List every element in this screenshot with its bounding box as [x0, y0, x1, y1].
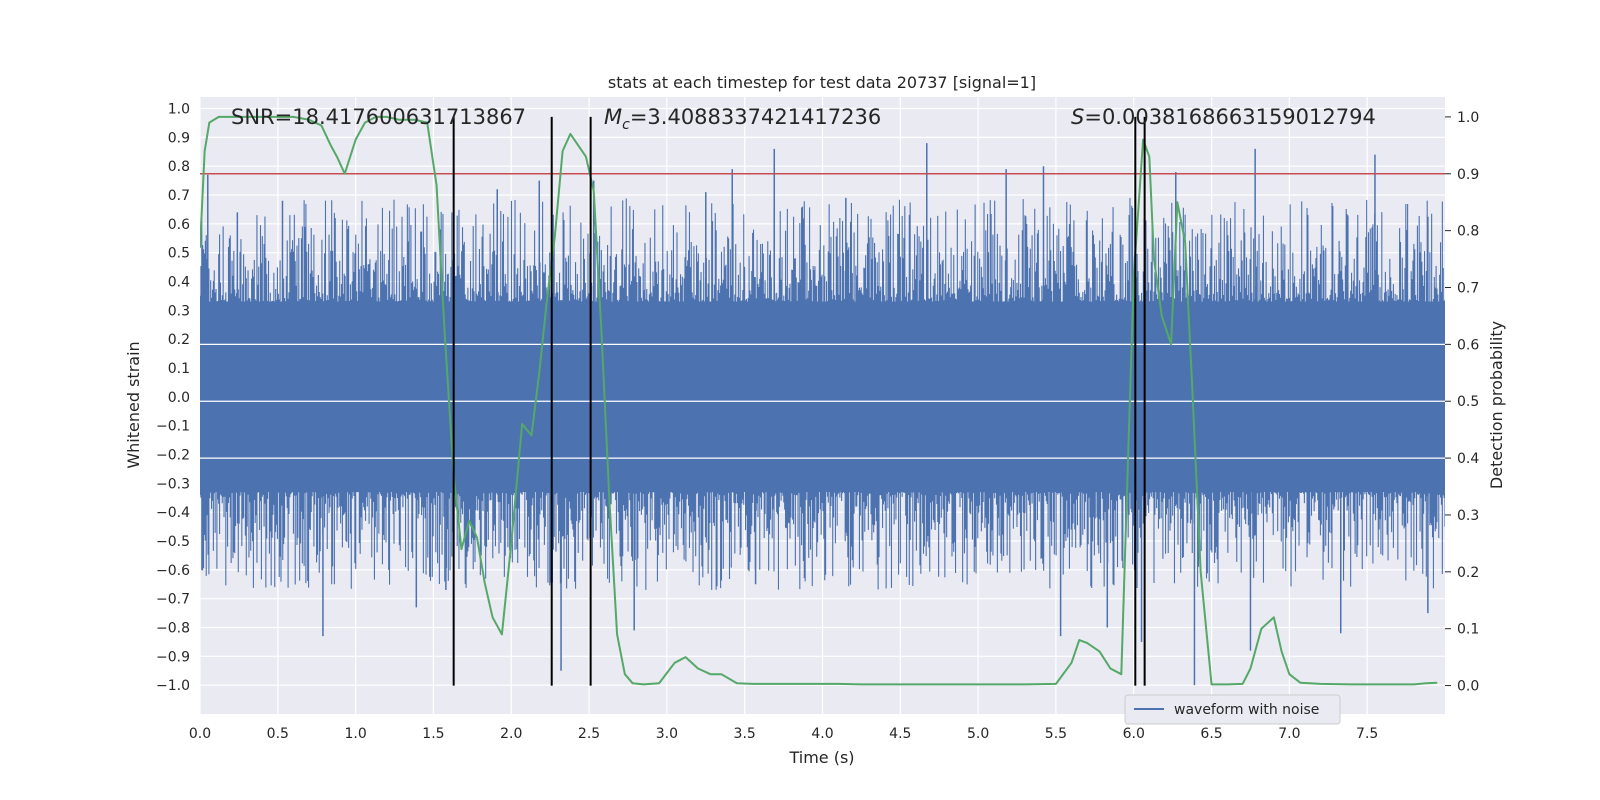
x-tick-label: 2.0 — [500, 726, 522, 742]
y2-tick-label: 0.1 — [1457, 622, 1479, 638]
y-tick-label: −0.8 — [156, 621, 190, 637]
y-tick-label: 0.2 — [168, 332, 190, 348]
mc-subscript: c — [622, 117, 630, 133]
y-tick-label: 0.6 — [168, 217, 190, 233]
y-tick-label: 0.7 — [168, 188, 190, 204]
y-axis-label: Whitened strain — [124, 341, 143, 468]
x-tick-label: 1.5 — [422, 726, 444, 742]
x-tick-label: 4.0 — [811, 726, 833, 742]
legend-box — [1124, 694, 1341, 725]
x-tick-label: 2.5 — [578, 726, 600, 742]
y-tick-label: −0.5 — [156, 534, 190, 550]
x-tick-label: 1.0 — [344, 726, 366, 742]
mc-symbol: M — [604, 105, 622, 129]
y-tick-label: −0.1 — [156, 419, 190, 435]
y2-tick-label: 0.6 — [1457, 337, 1479, 353]
y2-tick-label: 0.3 — [1457, 508, 1479, 524]
y-tick-label: 0.5 — [168, 246, 190, 262]
x-tick-label: 6.5 — [1200, 726, 1222, 742]
waveform-series — [200, 143, 1445, 686]
x-tick-label: 0.5 — [267, 726, 289, 742]
y-tick-label: −0.9 — [156, 649, 190, 665]
x-axis-ticks: 0.0 0.5 1.0 1.5 2.0 2.5 3.0 3.5 4.0 4.5 5.0 5.5 6.0 6… — [189, 726, 1378, 742]
s-value: =0.003816866315901279​4 — [1084, 105, 1376, 129]
x-tick-label: 6.0 — [1123, 726, 1145, 742]
y2-tick-label: 0.2 — [1457, 565, 1479, 581]
y-tick-label: −0.6 — [156, 563, 190, 579]
y2-tick-label: 0.9 — [1457, 167, 1479, 183]
probability-layer — [200, 115, 1438, 686]
y2-axis-ticks: 1.0 0.9 0.8 0.7 0.6 0.5 0.4 0.3 0.2 0.1 0.0 — [1445, 110, 1479, 695]
waveform-core — [200, 301, 1445, 492]
y2-tick-label: 1.0 — [1457, 110, 1479, 126]
snr-annotation: SNR=18.417600631713867 — [231, 105, 526, 129]
mc-annotation: Mc=3.4088337421417236 — [604, 105, 881, 133]
x-tick-label: 0.0 — [189, 726, 211, 742]
x-tick-label: 3.0 — [656, 726, 678, 742]
x-axis-label: Time (s) — [788, 748, 854, 767]
y-tick-label: −0.7 — [156, 592, 190, 608]
y2-tick-label: 0.5 — [1457, 394, 1479, 410]
y-tick-label: −0.3 — [156, 476, 190, 492]
y-axis-ticks: 1.0 0.9 0.8 0.7 0.6 0.5 0.4 0.3 0.2 0.1 0.0 −0.1 −0.… — [156, 102, 190, 695]
x-tick-label: 5.0 — [967, 726, 989, 742]
chart-title: stats at each timestep for test data 207… — [608, 73, 1036, 92]
legend-label: waveform with noise — [1174, 702, 1319, 718]
x-tick-label: 4.5 — [889, 726, 911, 742]
y-tick-label: 0.8 — [168, 159, 190, 175]
s-symbol: S — [1071, 105, 1084, 129]
x-tick-label: 5.5 — [1045, 726, 1067, 742]
y-tick-label: 1.0 — [168, 102, 190, 118]
s-annotation: S=0.003816866315901279​4 — [1071, 105, 1376, 129]
y2-tick-label: 0.8 — [1457, 224, 1479, 240]
x-tick-label: 3.5 — [734, 726, 756, 742]
y-tick-label: 0.4 — [168, 275, 190, 291]
mc-value: =3.4088337421417236 — [630, 105, 881, 129]
detection-vlines — [452, 116, 1146, 686]
y-tick-label: 0.0 — [168, 390, 190, 406]
y-tick-label: 0.3 — [168, 303, 190, 319]
y2-tick-label: 0.0 — [1457, 679, 1479, 695]
y-tick-label: 0.1 — [168, 361, 190, 377]
y2-tick-label: 0.7 — [1457, 281, 1479, 297]
y-tick-label: −0.2 — [156, 448, 190, 464]
y-tick-label: −1.0 — [156, 678, 190, 694]
x-tick-label: 7.5 — [1356, 726, 1378, 742]
y2-axis-label: Detection probability — [1487, 321, 1506, 489]
x-tick-label: 7.0 — [1278, 726, 1300, 742]
y-tick-label: 0.9 — [168, 130, 190, 146]
probability-line — [200, 115, 1438, 686]
legend: waveform with noise — [1124, 694, 1341, 725]
y2-tick-label: 0.4 — [1457, 451, 1479, 467]
y-tick-label: −0.4 — [156, 505, 190, 521]
